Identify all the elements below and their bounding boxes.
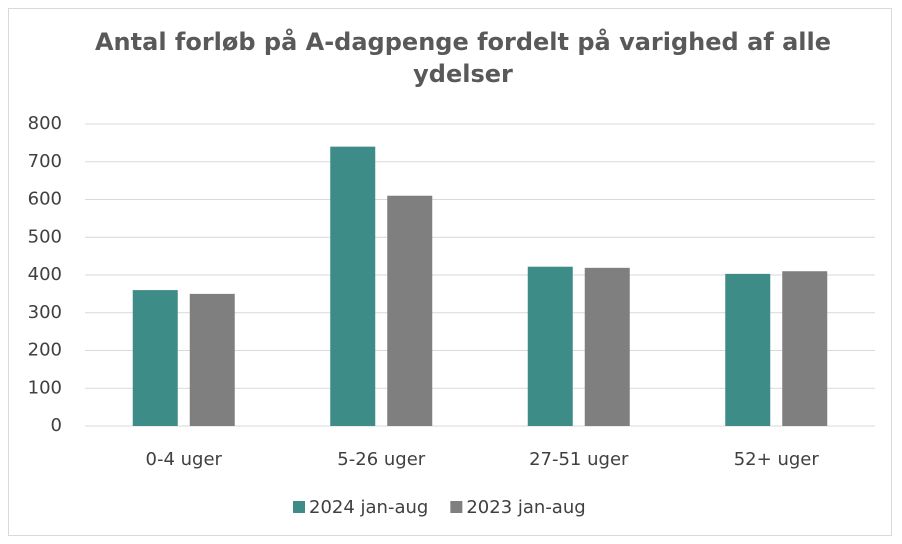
legend-label: 2024 jan-aug	[309, 497, 428, 518]
y-tick-label: 600	[28, 189, 62, 210]
chart-frame	[8, 8, 892, 536]
legend-swatch	[450, 501, 463, 513]
y-tick-label: 200	[28, 340, 62, 361]
bar	[584, 267, 630, 426]
bar	[189, 293, 235, 426]
y-tick-label: 300	[28, 302, 62, 323]
bar	[387, 195, 433, 426]
x-tick-label: 0-4 uger	[146, 449, 223, 470]
y-tick-label: 100	[28, 377, 62, 398]
y-tick-label: 700	[28, 151, 62, 172]
bar	[527, 266, 573, 426]
x-tick-label: 52+ uger	[734, 449, 820, 470]
bar	[330, 146, 376, 426]
legend-label: 2023 jan-aug	[466, 497, 585, 518]
x-tick-label: 27-51 uger	[529, 449, 629, 470]
y-tick-label: 400	[28, 264, 62, 285]
bar	[725, 273, 771, 426]
bar	[782, 271, 828, 426]
y-tick-label: 500	[28, 226, 62, 247]
y-tick-label: 800	[28, 113, 62, 134]
chart-title: Antal forløb på A-dagpenge fordelt på va…	[94, 28, 831, 88]
legend-swatch	[293, 501, 305, 513]
x-tick-label: 5-26 uger	[337, 449, 425, 470]
bar	[132, 290, 178, 426]
y-tick-label: 0	[51, 415, 62, 436]
